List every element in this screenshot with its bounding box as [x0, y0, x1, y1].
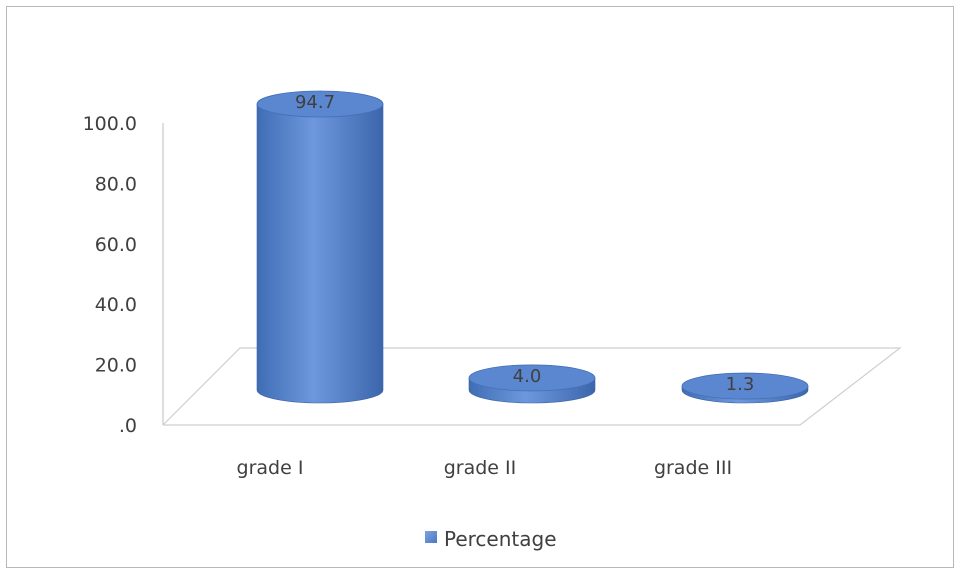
floor-outline [162, 347, 902, 426]
data-label: 4.0 [513, 366, 542, 387]
bar-2 [468, 364, 596, 404]
bar-top [256, 90, 384, 118]
x-category-label: grade III [654, 457, 732, 479]
bar-body [256, 103, 384, 404]
y-tick-label: 40.0 [95, 294, 137, 316]
y-tick-label: 80.0 [95, 173, 137, 195]
chart-frame [6, 6, 954, 568]
y-tick-label: 100.0 [83, 113, 137, 135]
data-label: 1.3 [726, 374, 755, 395]
data-label: 94.7 [295, 92, 335, 113]
y-tick-label: 60.0 [95, 234, 137, 256]
bar-top [468, 364, 596, 392]
legend-swatch [425, 531, 437, 543]
x-category-label: grade I [237, 457, 304, 479]
bar-top [681, 372, 809, 400]
bar-3 [681, 372, 809, 404]
legend-label: Percentage [444, 527, 557, 551]
y-tick-label: .0 [119, 415, 137, 437]
bar-1 [256, 90, 384, 404]
x-category-label: grade II [444, 457, 517, 479]
y-tick-label: 20.0 [95, 355, 137, 377]
legend: Percentage [425, 527, 557, 551]
